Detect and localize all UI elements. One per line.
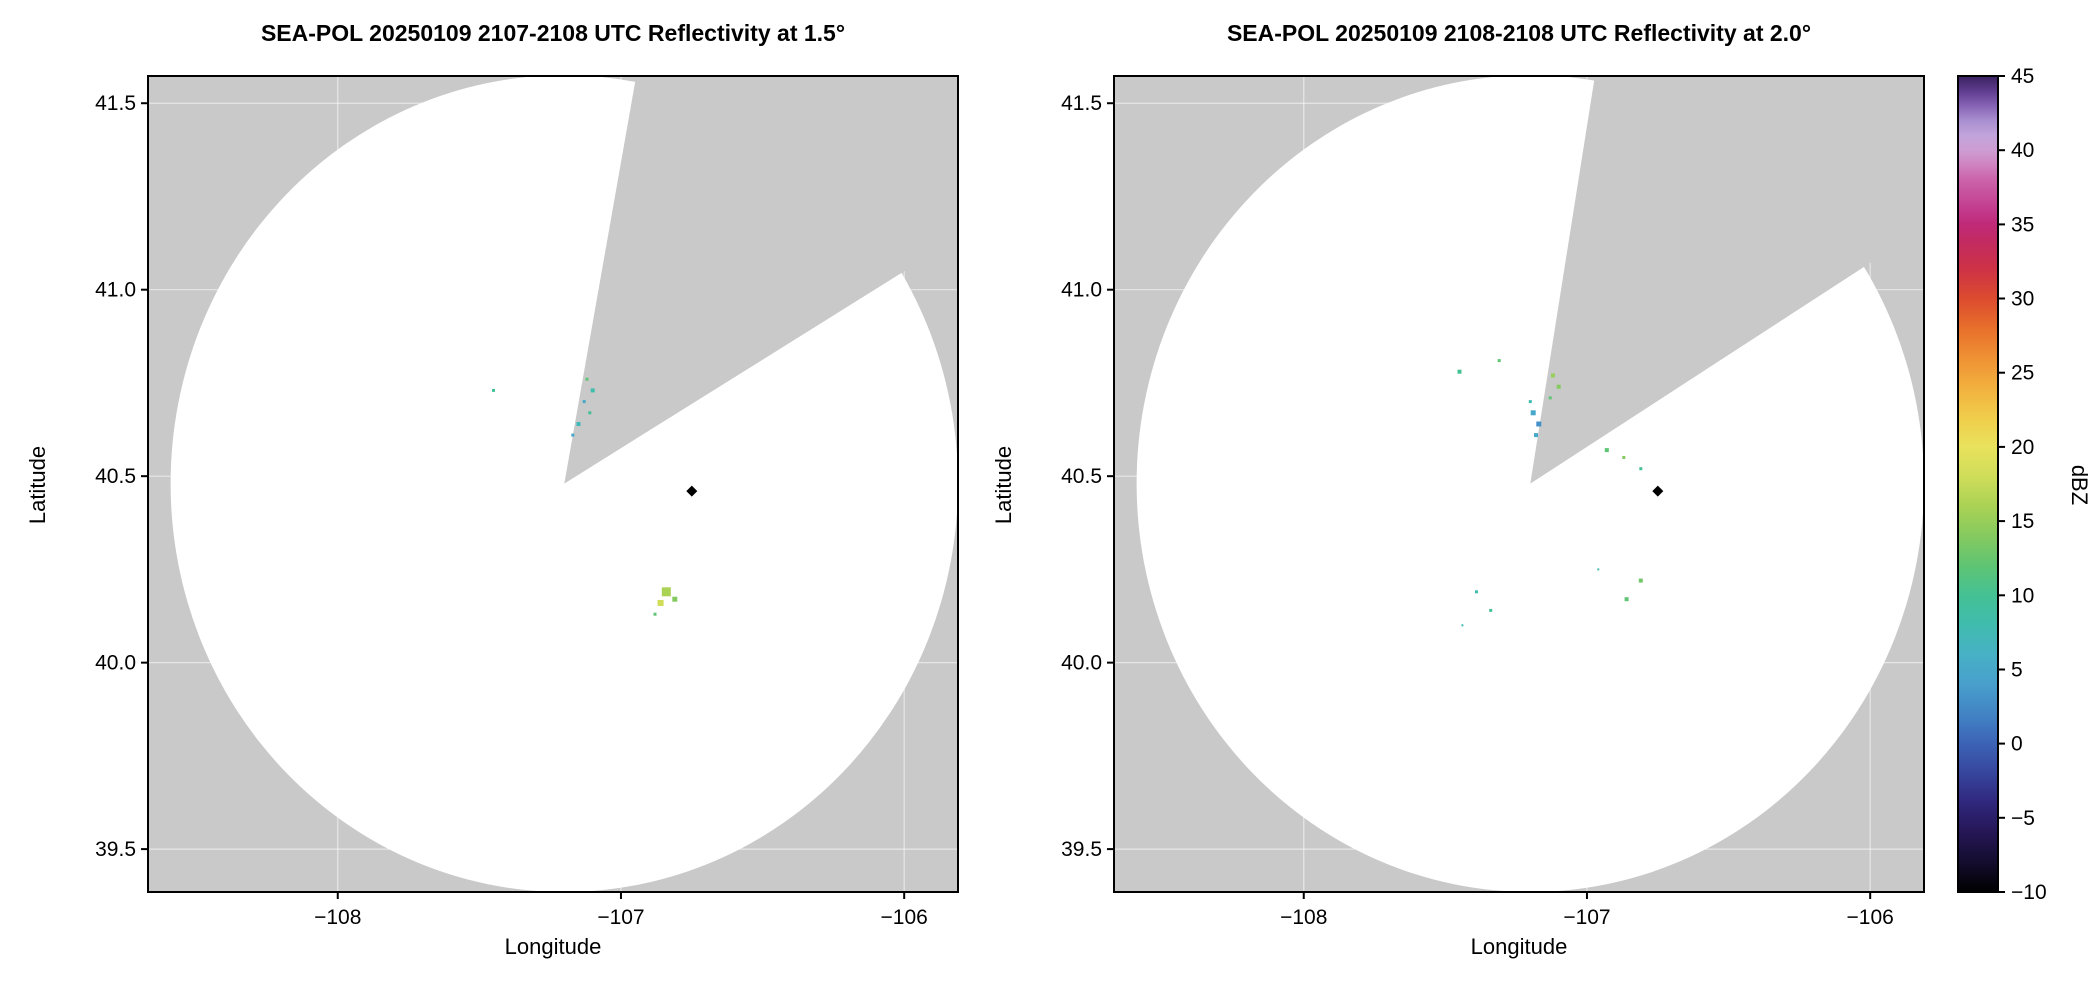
- svg-text:40: 40: [2011, 139, 2034, 162]
- y-axis-ticks: 39.5 40.0 40.5 41.0 41.5: [95, 92, 148, 861]
- x-axis-label-right: Longitude: [1470, 934, 1568, 959]
- svg-text:40.0: 40.0: [95, 652, 136, 675]
- panel-title-left: SEA-POL 20250109 2107-2108 UTC Reflectiv…: [260, 20, 846, 46]
- svg-text:−108: −108: [314, 906, 361, 929]
- svg-text:−107: −107: [597, 906, 644, 929]
- svg-text:5: 5: [2011, 659, 2023, 682]
- axes-frame: [147, 75, 959, 893]
- radar-ppi-panel-right: −108 −107 −106 39.5 40.0 40.5 41.0 41.5: [1061, 75, 1925, 929]
- x-axis-ticks: −108 −107 −106: [1280, 892, 1894, 929]
- svg-text:−5: −5: [2011, 807, 2035, 830]
- blocked-sector-wedge: [564, 76, 958, 484]
- site-marker-diamond: [686, 485, 698, 497]
- svg-text:10: 10: [2011, 584, 2034, 607]
- colorbar: −10 −5 0 5 10 15 20 25 30 35 40 45: [1957, 65, 2047, 904]
- colorbar-frame: [1957, 75, 1999, 893]
- svg-text:41.0: 41.0: [1061, 279, 1102, 302]
- radar-ppi-panel-left: −108 −107 −106 39.5 40.0 40.5 41.0 41.5: [95, 75, 959, 929]
- colorbar-unit-label: dBZ: [2067, 464, 2092, 506]
- reflectivity-echoes: [492, 377, 678, 616]
- svg-text:41.5: 41.5: [1061, 92, 1102, 115]
- svg-text:30: 30: [2011, 288, 2034, 311]
- svg-text:39.5: 39.5: [1061, 838, 1102, 861]
- svg-text:40.0: 40.0: [1061, 652, 1102, 675]
- svg-text:40.5: 40.5: [95, 465, 136, 488]
- svg-text:35: 35: [2011, 213, 2034, 236]
- svg-text:0: 0: [2011, 733, 2023, 756]
- svg-text:−10: −10: [2011, 881, 2047, 904]
- blocked-sector-wedge: [1530, 76, 1924, 484]
- svg-text:15: 15: [2011, 510, 2034, 533]
- y-axis-label-right: Latitude: [991, 445, 1016, 525]
- svg-text:40.5: 40.5: [1061, 465, 1102, 488]
- colorbar-ticks: −10 −5 0 5 10 15 20 25 30 35 40 45: [1998, 65, 2047, 904]
- svg-text:41.0: 41.0: [95, 279, 136, 302]
- svg-text:−106: −106: [1847, 906, 1894, 929]
- svg-text:39.5: 39.5: [95, 838, 136, 861]
- svg-text:−107: −107: [1563, 906, 1610, 929]
- reflectivity-echoes: [1457, 359, 1643, 627]
- y-axis-ticks: 39.5 40.0 40.5 41.0 41.5: [1061, 92, 1114, 861]
- x-axis-label-left: Longitude: [504, 934, 602, 959]
- svg-text:20: 20: [2011, 436, 2034, 459]
- svg-text:45: 45: [2011, 65, 2034, 88]
- svg-text:25: 25: [2011, 362, 2034, 385]
- colorbar-gradient: [1958, 76, 1998, 892]
- y-axis-label-left: Latitude: [25, 445, 50, 525]
- svg-text:−108: −108: [1280, 906, 1327, 929]
- svg-text:41.5: 41.5: [95, 92, 136, 115]
- svg-text:−106: −106: [881, 906, 928, 929]
- panel-title-right: SEA-POL 20250109 2108-2108 UTC Reflectiv…: [1226, 20, 1812, 46]
- axes-frame: [1113, 75, 1925, 893]
- site-marker-diamond: [1652, 485, 1664, 497]
- x-axis-ticks: −108 −107 −106: [314, 892, 928, 929]
